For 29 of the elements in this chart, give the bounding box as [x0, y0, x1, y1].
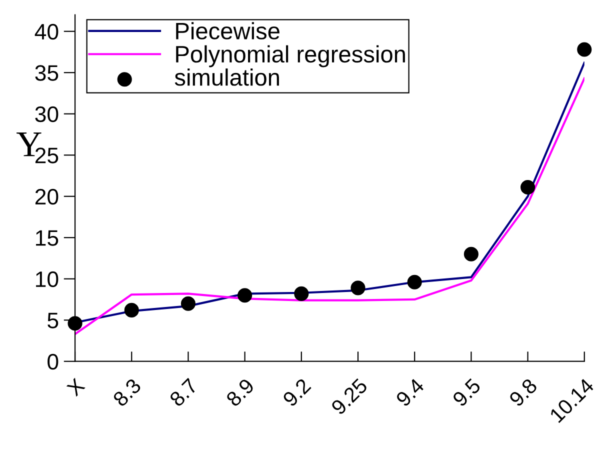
legend-label: Polynomial regression [176, 45, 405, 68]
y-tick-label: 35 [35, 65, 58, 81]
x-tick-label: X [66, 377, 86, 397]
point [180, 296, 196, 311]
point [520, 180, 536, 195]
point [407, 274, 422, 290]
x-tick-label: 9.4 [395, 377, 425, 408]
y-tick-label: 20 [35, 188, 58, 205]
y-tick-label: 15 [36, 230, 58, 246]
y-tick-label: 40 [34, 24, 58, 40]
x-tick-label: 9.2 [282, 378, 312, 408]
point [294, 286, 309, 301]
x-tick-label: 8.7 [168, 378, 198, 408]
y-tick-label: 5 [48, 312, 58, 328]
point [238, 288, 252, 303]
point [124, 302, 139, 318]
y-tick-label: 0 [48, 354, 58, 370]
legend-label: simulation [174, 68, 279, 86]
y-tick-label: 10 [36, 271, 58, 288]
point [577, 42, 592, 57]
x-tick-label: 9.8 [508, 378, 538, 408]
point [464, 246, 478, 262]
x-tick-label: 9.5 [452, 378, 482, 408]
y-tick-label: 30 [35, 106, 58, 122]
x-tick-label: 8.9 [225, 378, 255, 408]
x-tick-label: 8.3 [112, 378, 142, 408]
point [68, 316, 82, 331]
point [350, 280, 366, 296]
legend-label: Piecewise [176, 22, 280, 40]
